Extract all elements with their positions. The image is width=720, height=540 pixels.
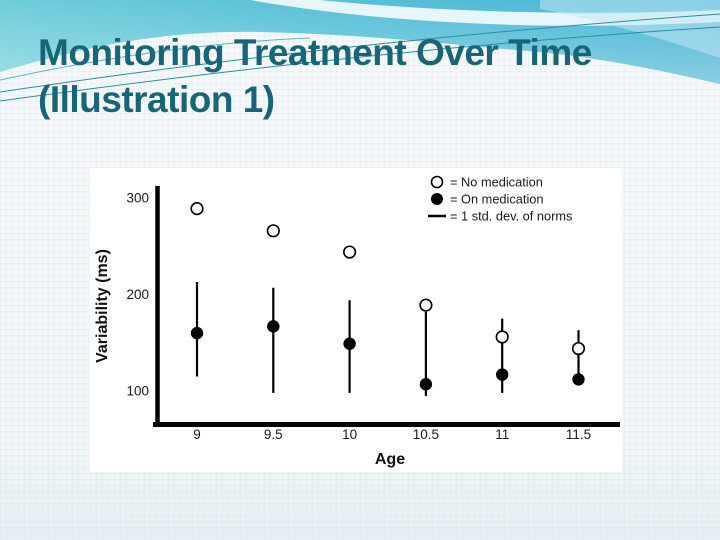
page-title: Monitoring Treatment Over Time (Illustra… (38, 30, 698, 123)
no-medication-point (266, 224, 280, 238)
page-title-line2: (Illustration 1) (38, 78, 275, 120)
x-tick-label: 9.5 (264, 427, 283, 442)
y-tick-label: 200 (126, 287, 149, 302)
legend-filled-circle-icon (431, 193, 443, 205)
on-medication-point (190, 326, 204, 340)
x-tick-label: 10.5 (413, 427, 439, 442)
chart-svg: 300 200 100 9 9.5 10 10.5 11 11.5 Age Variability … (94, 174, 620, 468)
no-medication-point (190, 202, 204, 216)
x-tick-label: 11.5 (566, 427, 591, 442)
wave-line-2 (0, 26, 720, 102)
legend-open-circle-icon (430, 175, 444, 189)
legend-label: = 1 std. dev. of norms (450, 208, 572, 223)
on-medication-point (572, 373, 585, 386)
no-medication-point (419, 298, 433, 312)
x-axis-title: Age (375, 451, 405, 468)
x-tick-label: 9 (193, 427, 201, 442)
on-medication-point (419, 378, 433, 391)
on-medication-point (496, 368, 509, 381)
on-medication-point (267, 320, 280, 333)
y-axis-title: Variability (ms) (94, 249, 111, 363)
chart-figure: 300 200 100 9 9.5 10 10.5 11 11.5 Age Variability … (90, 168, 622, 472)
legend-label: = On medication (450, 191, 544, 206)
wave-line-3 (0, 37, 311, 81)
wave-line-1 (0, 13, 720, 93)
x-tick-label: 10 (342, 427, 357, 442)
on-medication-point (343, 337, 356, 350)
y-tick-label: 300 (126, 191, 149, 206)
legend-label: = No medication (450, 174, 543, 189)
no-medication-point (495, 330, 509, 344)
y-tick-label: 100 (126, 384, 149, 399)
header-wave-decoration (0, 0, 720, 102)
wave-corner-highlight (540, 0, 720, 58)
page-title-line1: Monitoring Treatment Over Time (38, 32, 592, 73)
no-medication-point (571, 341, 586, 356)
no-medication-point (343, 245, 357, 259)
x-tick-label: 11 (495, 427, 509, 442)
